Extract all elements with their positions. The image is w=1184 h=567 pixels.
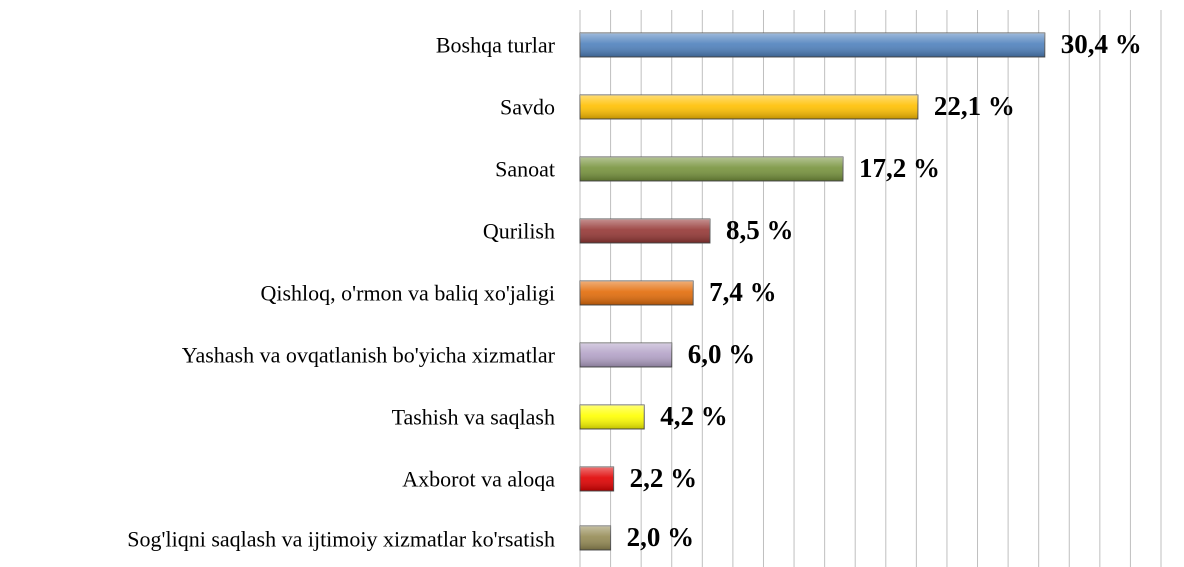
category-label: Sog'liqni saqlash va ijtimoiy xizmatlar … <box>127 527 555 552</box>
category-text: Qishloq, o'rmon va baliq xo'jaligi <box>260 280 555 306</box>
value-label: 4,2 % <box>660 401 728 431</box>
category-label: Qurilish <box>483 219 555 244</box>
bar-shine <box>580 526 611 550</box>
bar-shine <box>580 219 710 243</box>
bar-group <box>579 156 844 182</box>
category-label: Tashish va saqlash <box>392 405 555 430</box>
bar-shine <box>580 467 614 491</box>
category-text: Savdo <box>500 94 555 120</box>
category-text: Tashish va saqlash <box>391 404 555 430</box>
bar-group <box>579 525 612 551</box>
value-label: 8,5 % <box>726 215 794 245</box>
bar-group <box>579 280 694 306</box>
bar-shine <box>580 343 672 367</box>
category-text: Yashash va ovqatlanish bo'yicha xizmatla… <box>181 342 555 368</box>
value-label: 30,4 % <box>1061 29 1142 59</box>
category-label: Qishloq, o'rmon va baliq xo'jaligi <box>260 281 555 306</box>
value-label: 17,2 % <box>859 153 940 183</box>
category-label: Yashash va ovqatlanish bo'yicha xizmatla… <box>182 343 555 368</box>
category-text: Qurilish <box>482 218 555 244</box>
bar-shine <box>580 33 1045 57</box>
value-label: 6,0 % <box>688 339 756 369</box>
value-label: 2,0 % <box>627 522 695 552</box>
category-label: Boshqa turlar <box>436 33 555 58</box>
bar-shine <box>580 157 843 181</box>
value-label: 22,1 % <box>934 91 1015 121</box>
value-label: 2,2 % <box>630 463 698 493</box>
bar-group <box>579 466 615 492</box>
category-text: Boshqa turlar <box>435 32 555 58</box>
bar-group <box>579 404 645 430</box>
bar-shine <box>580 405 645 429</box>
category-label: Axborot va aloqa <box>402 467 555 492</box>
category-text: Sog'liqni saqlash va ijtimoiy xizmatlar … <box>127 526 555 552</box>
value-label: 7,4 % <box>709 277 777 307</box>
bar-group <box>579 218 711 244</box>
bar-group <box>579 342 673 368</box>
bar-shine <box>580 95 918 119</box>
bar-group <box>579 94 919 120</box>
category-text: Sanoat <box>495 156 555 182</box>
bar-shine <box>580 281 694 305</box>
category-label: Sanoat <box>495 157 555 182</box>
category-text: Axborot va aloqa <box>402 466 555 492</box>
category-label: Savdo <box>500 95 555 120</box>
bar-group <box>579 32 1046 58</box>
